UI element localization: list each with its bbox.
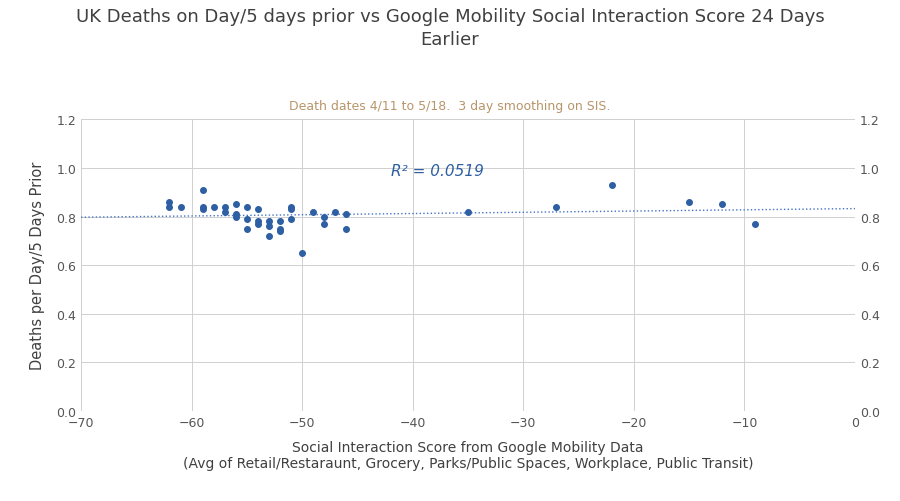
X-axis label: Social Interaction Score from Google Mobility Data
(Avg of Retail/Restaraunt, Gr: Social Interaction Score from Google Mob… (183, 440, 753, 470)
Point (306, 208, 320, 216)
Text: UK Deaths on Day/5 days prior vs Google Mobility Social Interaction Score 24 Day: UK Deaths on Day/5 days prior vs Google … (76, 8, 824, 49)
Point (195, 206, 210, 214)
Text: Death dates 4/11 to 5/18.  3 day smoothing on SIS.: Death dates 4/11 to 5/18. 3 day smoothin… (289, 100, 611, 113)
Point (218, 208, 232, 216)
Point (461, 208, 475, 216)
Point (273, 227, 287, 235)
Point (273, 218, 287, 226)
Point (317, 213, 331, 221)
Point (251, 220, 266, 228)
Point (229, 213, 243, 221)
Point (339, 210, 354, 218)
Point (549, 203, 563, 211)
Point (284, 206, 298, 214)
Point (195, 186, 210, 194)
Point (284, 203, 298, 211)
Point (218, 203, 232, 211)
Point (284, 215, 298, 223)
Point (273, 225, 287, 233)
Point (262, 218, 276, 226)
Point (262, 232, 276, 240)
Point (262, 223, 276, 231)
Point (239, 203, 254, 211)
Text: R² = 0.0519: R² = 0.0519 (391, 164, 483, 179)
Point (339, 225, 354, 233)
Point (239, 215, 254, 223)
Point (162, 203, 176, 211)
Point (229, 210, 243, 218)
Point (251, 218, 266, 226)
Y-axis label: Deaths per Day/5 Days Prior: Deaths per Day/5 Days Prior (30, 161, 45, 370)
Point (174, 203, 188, 211)
Point (328, 208, 343, 216)
Point (605, 181, 619, 189)
Point (195, 203, 210, 211)
Point (682, 198, 697, 206)
Point (162, 198, 176, 206)
Point (239, 225, 254, 233)
Point (206, 203, 220, 211)
Point (229, 201, 243, 209)
Point (317, 220, 331, 228)
Point (716, 201, 730, 209)
Point (748, 220, 762, 228)
Point (295, 249, 310, 258)
Point (251, 206, 266, 214)
